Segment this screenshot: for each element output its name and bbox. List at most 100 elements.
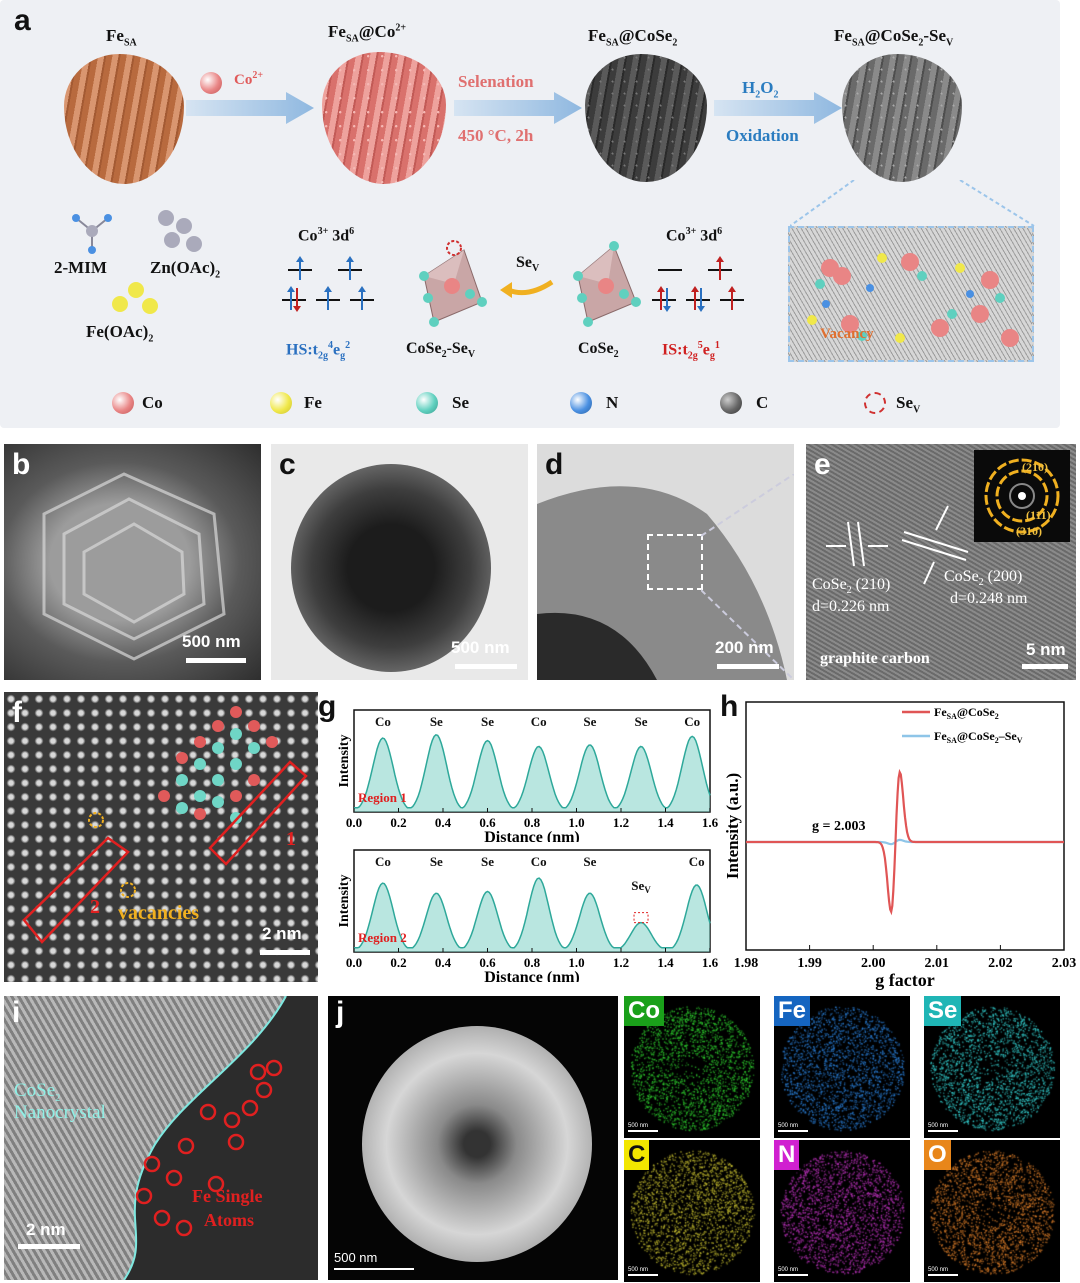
x-tick-label: 1.6 <box>702 955 718 970</box>
arrow-1-label: Co2+ <box>234 70 264 88</box>
x-tick-label: 2.00 <box>861 956 886 971</box>
x-tick-label: 1.0 <box>568 815 584 830</box>
panel-c-tem: c 500 nm <box>271 444 528 680</box>
legend-se-label: Se <box>452 393 469 412</box>
eds-map-label: N <box>774 1140 800 1170</box>
eds-map-label: Se <box>924 996 962 1026</box>
arrow-2-top-label: Selenation <box>458 72 534 91</box>
spin-left-title: Co3+ 3d6 <box>298 226 355 245</box>
saed-rings <box>984 458 1060 534</box>
vacancies-label: vacancies <box>118 902 200 924</box>
eds-map-scale-bar <box>778 1130 808 1132</box>
panel-label-h: h <box>720 690 739 723</box>
eds-map-scale-bar <box>778 1274 808 1276</box>
profile-area <box>354 878 710 952</box>
peak-label-se: Se <box>430 714 443 729</box>
peak-label-se: Se <box>635 714 648 729</box>
plot-frame <box>745 701 1065 951</box>
arrow-3-bottom-label: Oxidation <box>726 126 799 145</box>
peak-label-co: Co <box>531 714 547 729</box>
eds-map-scale-label: 500 nm <box>778 1267 799 1273</box>
inset-atoms <box>807 253 1019 347</box>
panel-e-saed-inset: (210) (111) (310) <box>974 450 1070 542</box>
lattice-200-label: CoSe2 (200) <box>944 568 1023 589</box>
eds-map-co: Co 500 nm <box>624 996 760 1138</box>
panel-j-haadf: j 500 nm <box>328 996 618 1280</box>
panel-d-shape <box>537 486 787 680</box>
eds-map-scale-bar <box>628 1130 658 1132</box>
spin-right-diagram <box>652 256 744 312</box>
spin-left-diagram <box>282 256 374 312</box>
stage-1-disc <box>64 54 184 184</box>
panel-e-hrtem: (210) (111) (310) e CoSe2 (210) d=0.226 … <box>806 444 1076 680</box>
legend-entry: FeSA@CoSe2 <box>934 705 999 721</box>
panel-e-scale-label: 5 nm <box>1026 640 1066 659</box>
panel-j-scale-label: 500 nm <box>334 1250 378 1265</box>
stage-3-disc <box>585 54 707 182</box>
peak-label-co: Co <box>689 854 705 869</box>
x-tick-label: 0.6 <box>479 955 496 970</box>
eds-map-label: Co <box>624 996 664 1026</box>
panel-b-layers <box>42 472 226 661</box>
legend-entry: FeSA@CoSe2–SeV <box>934 729 1023 745</box>
spin-left-state: HS:t2g4eg2 <box>286 340 351 362</box>
saed-ring-310: (310) <box>1016 524 1042 538</box>
panel-d-tem: d 200 nm <box>537 444 794 680</box>
x-tick-label: 0.0 <box>346 815 362 830</box>
x-tick-label: 1.99 <box>797 956 822 971</box>
eds-map-scale-bar <box>928 1130 958 1132</box>
region-label: Region 1 <box>358 790 407 805</box>
peak-label-se: Se <box>481 714 494 729</box>
legend-c-label: C <box>756 393 769 412</box>
sev-arrow-label: SeV <box>516 254 540 275</box>
stage-2-disc <box>322 52 446 184</box>
y-axis-label: Intensity <box>337 875 352 928</box>
mim-molecule-icon <box>72 214 112 254</box>
graphite-carbon-label: graphite carbon <box>820 650 930 667</box>
x-tick-label: 0.8 <box>524 955 541 970</box>
panel-d-zoom-lines <box>701 474 794 680</box>
peak-label-se: Se <box>430 854 443 869</box>
eds-map-scale-bar <box>928 1274 958 1276</box>
co-ion-ball <box>200 72 222 94</box>
panel-e-scale-bar <box>1022 664 1068 669</box>
octahedron-vacancy <box>419 240 487 327</box>
precursor-zn: Zn(OAc)2 <box>150 258 221 281</box>
panel-f-haadf: f 1 2 vacancies 2 nm <box>4 692 318 982</box>
panel-a-schematic: a FeSA FeSA@Co2+ FeSA@CoSe2 FeSA@CoSe2-S… <box>0 0 1060 428</box>
x-tick-label: 0.2 <box>390 815 406 830</box>
stage-4-title: FeSA@CoSe2-SeV <box>834 26 954 49</box>
panel-c-particle <box>291 464 491 672</box>
y-axis-label: Intensity <box>337 735 352 788</box>
legend-co-label: Co <box>142 393 163 412</box>
stage-2-title: FeSA@Co2+ <box>328 22 407 45</box>
x-axis-label: g factor <box>875 970 934 990</box>
arrow-2-bottom-label: 450 °C, 2h <box>458 126 534 145</box>
legend-n-label: N <box>606 393 619 412</box>
x-tick-label: 1.2 <box>613 815 629 830</box>
legend-n-dot <box>570 392 592 414</box>
panel-b-scale-bar <box>186 658 246 663</box>
peak-label-co: Co <box>531 854 547 869</box>
panel-label-d: d <box>545 448 564 481</box>
panel-j-scale-bar <box>334 1268 414 1270</box>
panel-label-b: b <box>12 448 31 481</box>
panel-label-j: j <box>336 996 345 1029</box>
panel-i-scale-bar <box>18 1244 80 1249</box>
saed-ring-210: (210) <box>1022 460 1048 474</box>
sev-arrow-icon <box>500 279 554 298</box>
zoom-guide-lines <box>790 180 1035 227</box>
lattice-210-d: d=0.226 nm <box>812 598 890 615</box>
x-tick-label: 1.2 <box>613 955 629 970</box>
peak-label-co: Co <box>684 714 700 729</box>
eds-map-se: Se 500 nm <box>924 996 1060 1138</box>
vacancy-label: Vacancy <box>820 326 874 342</box>
x-tick-label: 1.4 <box>657 815 674 830</box>
legend-c-dot <box>720 392 742 414</box>
panel-label-a: a <box>14 4 31 37</box>
precursor-fe: Fe(OAc)2 <box>86 322 154 345</box>
legend-sev-label: SeV <box>896 393 921 416</box>
x-tick-label: 1.6 <box>702 815 718 830</box>
peak-label-co: Co <box>375 854 391 869</box>
